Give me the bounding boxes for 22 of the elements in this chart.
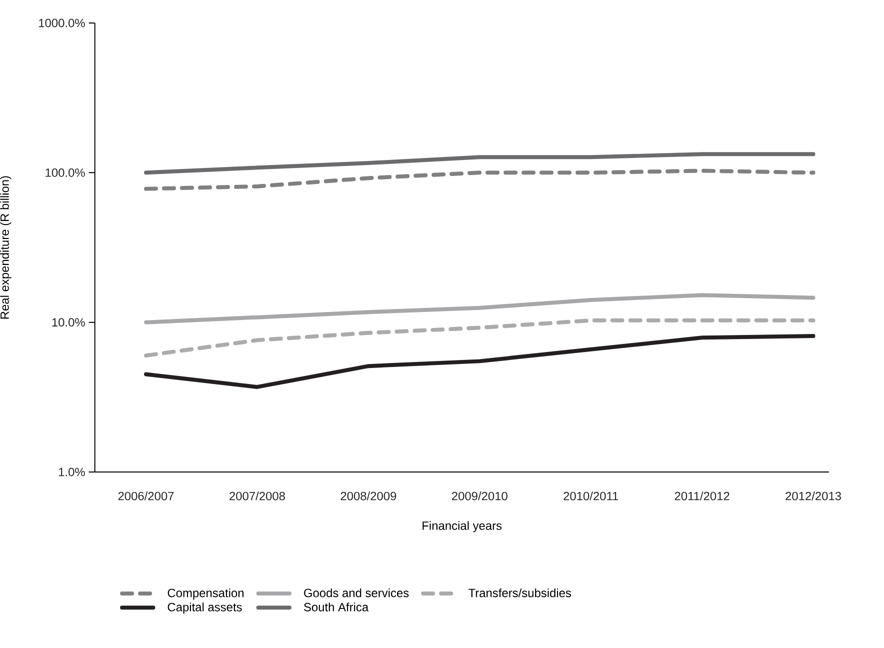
line-series <box>144 293 816 324</box>
y-tick-label: 10.0% <box>52 318 85 327</box>
legend-label: Transfers/subsidies <box>468 588 572 598</box>
legend-label: Compensation <box>168 588 244 600</box>
legend-label: Capital assets <box>168 602 242 614</box>
x-tick-label: 2007/2008 <box>230 492 285 500</box>
y-tick-label: 100.0% <box>46 168 85 177</box>
line-series <box>144 334 816 389</box>
x-tick-label: 2008/2009 <box>340 492 396 500</box>
x-tick-label: 2006/2007 <box>118 492 174 500</box>
line-series <box>144 152 816 175</box>
legend-label: Goods and services <box>304 588 409 598</box>
line-series <box>144 168 816 191</box>
y-axis-title: Real expenditure (R billion) <box>0 176 12 319</box>
legend-label: South Africa <box>304 602 369 612</box>
x-tick-label: 2011/2012 <box>674 492 730 500</box>
x-tick-label: 2010/2011 <box>564 492 618 500</box>
y-tick-label: 1.0% <box>58 468 85 476</box>
x-tick-label: 2009/2010 <box>452 492 508 500</box>
x-axis-title: Financial years <box>422 521 502 532</box>
y-tick-label: 1000.0% <box>39 18 85 28</box>
x-tick-label: 2012/2013 <box>786 492 841 500</box>
